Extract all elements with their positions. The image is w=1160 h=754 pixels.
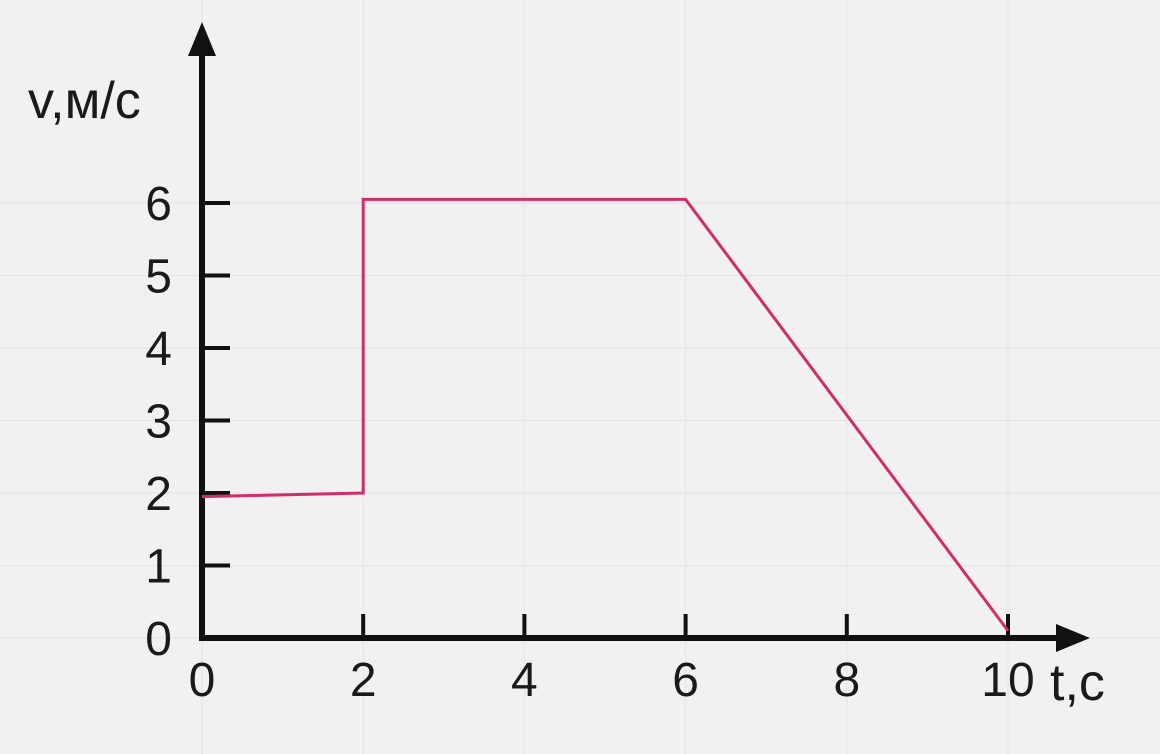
y-tick-label: 4 <box>145 323 172 376</box>
x-tick-label: 8 <box>833 654 860 707</box>
y-tick-label: 3 <box>145 396 172 449</box>
x-axis-title: t,с <box>1050 654 1105 712</box>
y-tick-label: 5 <box>145 251 172 304</box>
x-tick-label: 2 <box>350 654 377 707</box>
x-tick-label: 10 <box>981 654 1034 707</box>
y-tick-label: 1 <box>145 541 172 594</box>
velocity-time-chart: 0 1 2 3 4 5 6 0 2 4 6 8 10 v,м/с t,с <box>0 0 1160 754</box>
x-tick-label: 4 <box>511 654 538 707</box>
velocity-line <box>202 199 1008 630</box>
y-axis-title: v,м/с <box>28 72 141 130</box>
x-tick-label: 0 <box>189 654 216 707</box>
y-tick-label: 6 <box>145 178 172 231</box>
x-tick-label: 6 <box>672 654 699 707</box>
y-tick-label: 0 <box>145 613 172 666</box>
y-tick-label: 2 <box>145 468 172 521</box>
chart-svg: 0 1 2 3 4 5 6 0 2 4 6 8 10 v,м/с t,с <box>0 0 1160 754</box>
